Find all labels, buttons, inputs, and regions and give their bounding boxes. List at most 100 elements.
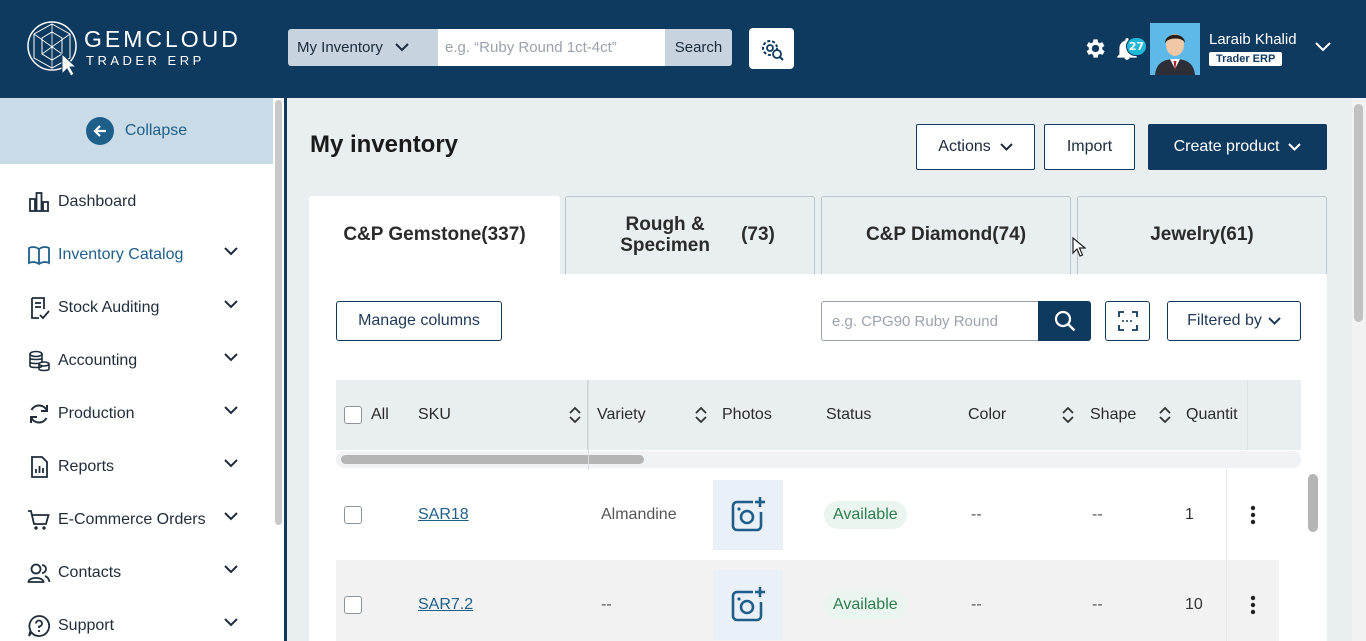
scan-button[interactable] <box>1105 301 1150 341</box>
sort-icon[interactable] <box>1159 407 1171 423</box>
row-menu-button[interactable] <box>1226 560 1279 641</box>
row-checkbox[interactable] <box>344 506 362 524</box>
horizontal-scrollbar[interactable] <box>336 451 1301 468</box>
sidebar-item-label: Inventory Catalog <box>58 245 184 263</box>
column-header-color[interactable]: Color <box>968 406 1007 423</box>
sidebar-nav: Dashboard Inventory Catalog Stock Auditi… <box>0 175 273 641</box>
collapse-button[interactable]: Collapse <box>0 98 273 164</box>
table-search-button[interactable] <box>1038 301 1091 341</box>
shape-cell: -- <box>1092 596 1103 613</box>
select-all[interactable]: All <box>344 380 389 450</box>
add-photo-button[interactable] <box>713 570 783 640</box>
create-product-button[interactable]: Create product <box>1148 124 1327 170</box>
sidebar-item-accounting[interactable]: Accounting <box>0 334 273 387</box>
filter-button[interactable]: Filtered by <box>1167 301 1301 341</box>
sync-icon <box>27 402 51 426</box>
table-row[interactable]: SAR7.2 -- Available -- -- 10 <box>336 560 1279 641</box>
tab-cp-diamond[interactable]: C&P Diamond(74) <box>821 196 1071 274</box>
page-title: My inventory <box>310 131 459 158</box>
brand-name: GEMCLOUD <box>84 26 241 52</box>
sidebar-item-label: Dashboard <box>58 192 137 210</box>
row-checkbox[interactable] <box>344 596 362 614</box>
sidebar-item-support[interactable]: Support <box>0 599 273 641</box>
column-header-quantity[interactable]: Quantit <box>1186 406 1238 423</box>
sidebar-item-dashboard[interactable]: Dashboard <box>0 175 273 228</box>
sidebar-item-label: Support <box>58 616 115 634</box>
column-header-sku[interactable]: SKU <box>418 406 451 423</box>
page-scrollbar-thumb[interactable] <box>1354 104 1363 322</box>
search-scope-select[interactable]: My Inventory <box>288 29 438 66</box>
cart-icon <box>27 508 51 532</box>
table-header: All SKU Variety Photos Status Color Shap… <box>336 380 1301 450</box>
variety-cell: -- <box>601 596 612 613</box>
sidebar-item-label: Production <box>58 404 135 422</box>
global-search-input[interactable] <box>438 29 665 66</box>
add-photo-icon <box>731 497 765 532</box>
row-menu-button[interactable] <box>1226 470 1279 560</box>
manage-columns-button[interactable]: Manage columns <box>336 301 502 341</box>
sidebar-item-contacts[interactable]: Contacts <box>0 546 273 599</box>
column-header-variety[interactable]: Variety <box>597 406 646 423</box>
tab-rough-specimen[interactable]: Rough & Specimen (73) <box>565 196 815 274</box>
chevron-down-icon <box>395 43 409 52</box>
tab-count: (73) <box>741 224 775 246</box>
tab-cp-gemstone[interactable]: C&P Gemstone(337) <box>309 196 560 274</box>
table-search-input[interactable] <box>821 301 1038 341</box>
advanced-search-button[interactable] <box>749 28 794 69</box>
sku-link[interactable]: SAR18 <box>418 506 469 523</box>
tab-jewelry[interactable]: Jewelry(61) <box>1077 196 1327 274</box>
sidebar-item-inventory-catalog[interactable]: Inventory Catalog <box>0 228 273 281</box>
chevron-down-icon <box>224 406 238 415</box>
chevron-down-icon <box>224 247 238 256</box>
sort-icon[interactable] <box>569 407 581 423</box>
mouse-cursor-icon <box>1072 237 1086 257</box>
row-select[interactable] <box>344 470 362 560</box>
add-photo-icon <box>731 587 765 622</box>
import-button[interactable]: Import <box>1044 124 1135 170</box>
add-photo-button[interactable] <box>713 480 783 550</box>
color-cell: -- <box>971 596 982 613</box>
more-vertical-icon <box>1250 595 1256 615</box>
search-scope-label: My Inventory <box>297 39 383 56</box>
actions-button[interactable]: Actions <box>916 124 1035 170</box>
page-scrollbar[interactable] <box>1352 98 1366 641</box>
table-vertical-scrollbar[interactable] <box>1301 470 1323 641</box>
chevron-down-icon <box>224 353 238 362</box>
row-select[interactable] <box>344 560 362 641</box>
sidebar-scrollbar[interactable] <box>275 100 282 525</box>
sort-icon[interactable] <box>1062 407 1074 423</box>
sidebar-item-label: Stock Auditing <box>58 298 160 316</box>
chevron-down-icon <box>224 459 238 468</box>
horizontal-scrollbar-thumb[interactable] <box>341 455 644 464</box>
sidebar-item-stock-auditing[interactable]: Stock Auditing <box>0 281 273 334</box>
sidebar-item-production[interactable]: Production <box>0 387 273 440</box>
actions-label: Actions <box>938 138 991 155</box>
sidebar-item-e-commerce-orders[interactable]: E-Commerce Orders <box>0 493 273 546</box>
sort-icon[interactable] <box>695 407 707 423</box>
quantity-cell: 1 <box>1185 506 1194 523</box>
global-search: My Inventory Search <box>288 29 732 66</box>
chevron-down-icon <box>1288 143 1302 151</box>
chevron-down-icon <box>224 300 238 309</box>
select-all-checkbox[interactable] <box>344 406 362 424</box>
chevron-down-icon <box>1000 143 1013 151</box>
settings-gear-icon[interactable] <box>1082 36 1107 61</box>
column-header-shape[interactable]: Shape <box>1090 406 1137 423</box>
avatar[interactable] <box>1150 23 1200 75</box>
search-button[interactable]: Search <box>665 29 732 66</box>
brand-logo[interactable]: GEMCLOUD TRADER ERP <box>26 18 266 78</box>
sidebar-item-label: E-Commerce Orders <box>58 510 206 528</box>
notification-count-badge: 27 <box>1126 37 1147 56</box>
table-row[interactable]: SAR18 Almandine Available -- -- 1 <box>336 470 1279 560</box>
top-bar: GEMCLOUD TRADER ERP My Inventory Search … <box>0 0 1366 98</box>
sidebar-item-reports[interactable]: Reports <box>0 440 273 493</box>
main-content: My inventory Actions Import Create produ… <box>287 98 1366 641</box>
sku-link[interactable]: SAR7.2 <box>418 596 474 613</box>
column-divider[interactable] <box>587 380 588 450</box>
filter-label: Filtered by <box>1187 312 1262 329</box>
user-role-badge: Trader ERP <box>1209 52 1283 66</box>
user-menu-chevron-icon[interactable] <box>1315 42 1331 52</box>
create-product-label: Create product <box>1173 138 1280 155</box>
sidebar-item-label: Accounting <box>58 351 138 369</box>
table-vertical-scrollbar-thumb[interactable] <box>1308 474 1318 532</box>
